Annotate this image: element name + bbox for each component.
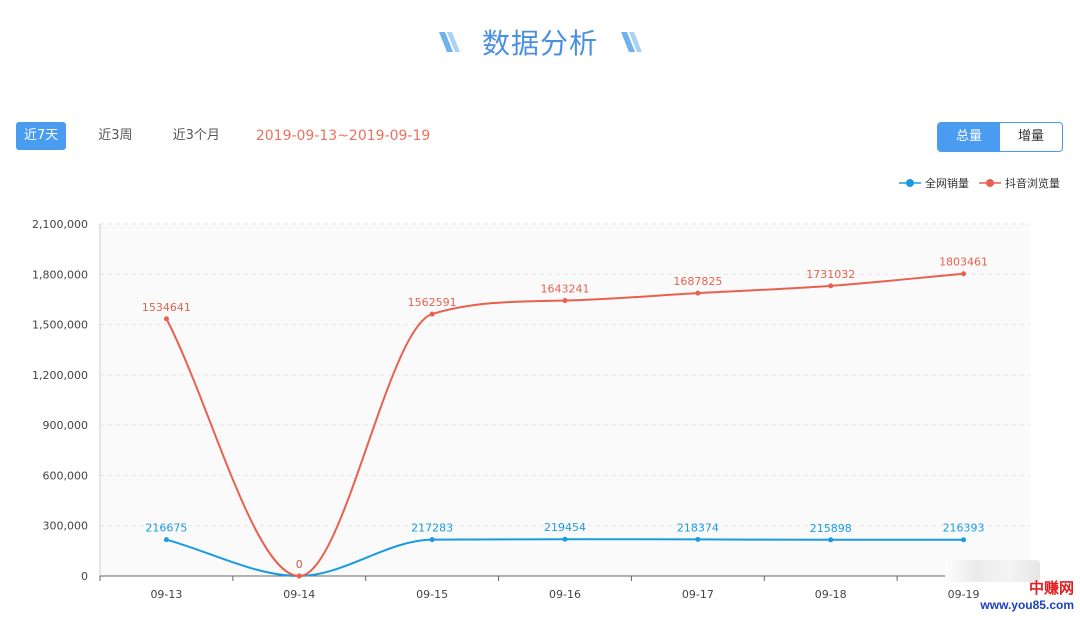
series-line-2 xyxy=(165,272,964,578)
watermark-site: 中赚网 xyxy=(1028,579,1074,597)
total-button[interactable]: 总量 xyxy=(938,123,1000,151)
data-point xyxy=(562,536,568,542)
range-7-days-button[interactable]: 近7天 xyxy=(16,122,67,150)
data-point xyxy=(695,290,701,296)
data-label: 219454 xyxy=(544,521,586,534)
data-label: 0 xyxy=(296,558,303,571)
x-tick-label: 09-17 xyxy=(682,588,714,601)
y-tick-label: 300,000 xyxy=(43,520,89,533)
data-point xyxy=(828,283,834,289)
data-label: 1803461 xyxy=(939,256,988,269)
slash-deco-icon xyxy=(620,32,642,52)
data-label: 0 xyxy=(296,558,303,571)
data-point xyxy=(163,316,169,322)
data-point xyxy=(828,537,834,543)
data-label: 218374 xyxy=(677,521,719,534)
y-tick-label: 0 xyxy=(81,570,88,583)
x-tick-label: 09-16 xyxy=(549,588,581,601)
legend-line-dot-icon xyxy=(899,179,921,187)
data-point xyxy=(163,537,169,543)
slash-deco-icon xyxy=(439,32,461,52)
data-point xyxy=(961,271,967,277)
watermark-url: www.you85.com xyxy=(980,598,1074,612)
range-3-weeks-button[interactable]: 近3周 xyxy=(98,128,133,143)
x-tick-label: 09-14 xyxy=(283,588,315,601)
x-tick-label: 09-19 xyxy=(948,588,980,601)
data-label: 1562591 xyxy=(408,296,457,309)
legend-line-dot-icon xyxy=(979,179,1001,187)
legend-label-views: 抖音浏览量 xyxy=(1005,177,1060,190)
y-tick-label: 1,500,000 xyxy=(32,319,88,332)
data-point xyxy=(562,298,568,304)
x-tick-label: 09-15 xyxy=(416,588,448,601)
y-tick-label: 1,200,000 xyxy=(32,369,88,382)
y-tick-label: 600,000 xyxy=(43,469,89,482)
y-tick-label: 1,800,000 xyxy=(32,268,88,281)
data-label: 216675 xyxy=(145,522,187,535)
legend-item-views[interactable]: 抖音浏览量 xyxy=(979,175,1060,191)
data-label: 1687825 xyxy=(673,275,722,288)
legend-item-sales[interactable]: 全网销量 xyxy=(899,175,969,191)
data-label: 1731032 xyxy=(806,268,855,281)
data-point xyxy=(429,311,435,317)
y-tick-label: 900,000 xyxy=(43,419,89,432)
data-label: 1643241 xyxy=(541,283,590,296)
data-label: 215898 xyxy=(810,522,852,535)
data-point xyxy=(296,573,302,579)
data-point xyxy=(961,537,967,543)
page-title: 数据分析 xyxy=(481,27,598,60)
y-tick-label: 2,100,000 xyxy=(32,218,88,231)
data-point xyxy=(429,537,435,543)
increment-button[interactable]: 增量 xyxy=(1017,129,1044,144)
range-toolbar: 近7天 近3周 近3个月 2019-09-13~2019-09-19 xyxy=(16,122,430,150)
range-3-months-button[interactable]: 近3个月 xyxy=(172,128,220,143)
data-label: 216393 xyxy=(943,522,985,535)
total-increment-toggle: 总量 增量 xyxy=(937,122,1063,152)
date-range-text: 2019-09-13~2019-09-19 xyxy=(255,128,431,144)
page-title-area: 数据分析 xyxy=(0,22,1080,62)
data-point xyxy=(695,536,701,542)
x-tick-label: 09-13 xyxy=(150,588,182,601)
x-tick-label: 09-18 xyxy=(815,588,847,601)
legend-label-sales: 全网销量 xyxy=(925,177,969,190)
chart-legend: 全网销量 抖音浏览量 xyxy=(889,175,1060,191)
data-label: 1534641 xyxy=(142,301,191,314)
blurred-overlay xyxy=(945,560,1040,582)
watermark: 中赚网 www.you85.com xyxy=(980,577,1074,612)
data-label: 217283 xyxy=(411,522,453,535)
